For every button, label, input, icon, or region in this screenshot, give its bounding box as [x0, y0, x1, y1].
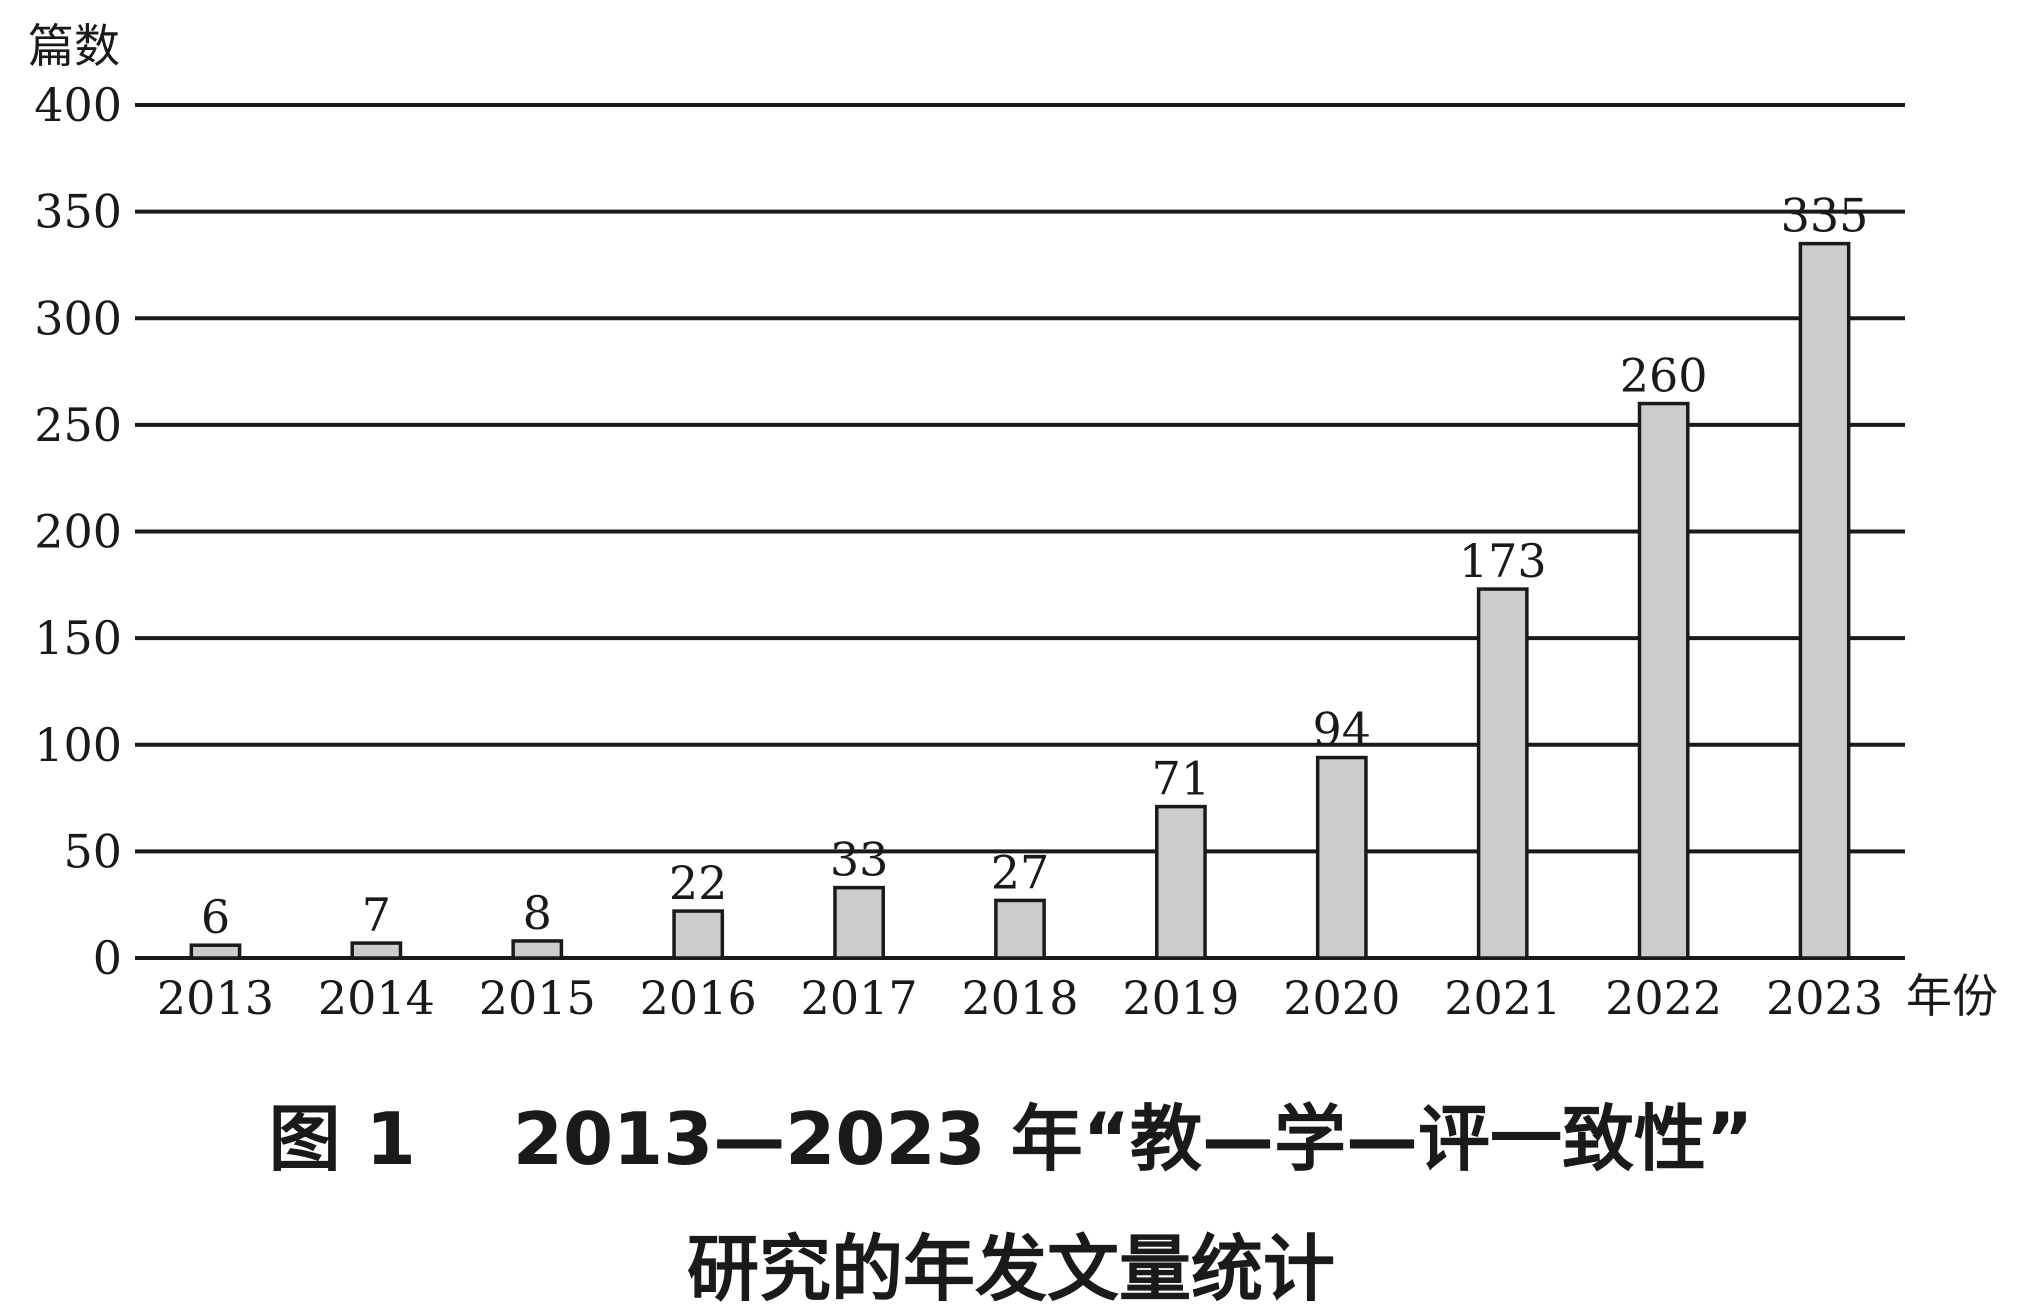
- bar: [994, 898, 1046, 960]
- bars: [189, 241, 1851, 960]
- y-tick-label: 400: [34, 78, 122, 132]
- y-tick-label: 50: [63, 824, 122, 878]
- x-tick-label: 2023: [1766, 971, 1883, 1025]
- y-tick-labels: 0 50 100 150 200 250 300 350 400: [34, 78, 122, 985]
- x-tick-label: 2021: [1444, 971, 1561, 1025]
- figure-caption-line-1: 图 1 2013—2023 年“教—学—评一致性”: [268, 1097, 1754, 1181]
- y-tick-label: 300: [34, 291, 122, 345]
- data-label: 7: [362, 888, 391, 942]
- data-label: 71: [1152, 752, 1211, 806]
- gridlines: [135, 103, 1905, 960]
- bar-chart: 6 7 8 22 33 27 71 94 173 260 335 0 50 100 150 200 250 30…: [28, 19, 1998, 1025]
- x-tick-label: 2018: [961, 971, 1078, 1025]
- data-label: 27: [991, 845, 1050, 899]
- data-label: 8: [523, 886, 552, 940]
- x-tick-label: 2020: [1283, 971, 1400, 1025]
- x-axis-label: 年份: [1906, 969, 1998, 1023]
- x-tick-label: 2017: [801, 971, 918, 1025]
- bar: [189, 943, 242, 960]
- y-tick-label: 250: [34, 398, 122, 452]
- data-label: 335: [1781, 189, 1869, 243]
- x-tick-label: 2014: [318, 971, 435, 1025]
- y-tick-label: 200: [34, 505, 122, 559]
- data-labels: 6 7 8 22 33 27 71 94 173 260 335: [201, 189, 1869, 945]
- y-tick-label: 350: [34, 185, 122, 239]
- x-tick-label: 2022: [1605, 971, 1722, 1025]
- y-axis-label: 篇数: [28, 19, 120, 73]
- y-tick-label: 150: [34, 611, 122, 665]
- bar: [1155, 804, 1207, 960]
- figure-caption-line-2: 研究的年发文量统计: [686, 1227, 1335, 1311]
- x-tick-label: 2013: [157, 971, 274, 1025]
- bar: [672, 909, 725, 960]
- y-tick-label: 100: [34, 718, 122, 772]
- bar: [1476, 587, 1529, 960]
- bar: [511, 939, 564, 960]
- y-tick-label: 0: [93, 931, 122, 985]
- bar: [350, 941, 403, 960]
- bar: [1798, 241, 1851, 960]
- bar: [1315, 755, 1368, 960]
- x-tick-labels: 2013 2014 2015 2016 2017 2018 2019 2020 2021 2022…: [157, 971, 1883, 1025]
- data-label: 260: [1620, 349, 1708, 403]
- x-tick-label: 2015: [479, 971, 596, 1025]
- data-label: 173: [1459, 534, 1547, 588]
- x-tick-label: 2016: [640, 971, 757, 1025]
- bar: [1637, 401, 1690, 960]
- data-label: 6: [201, 890, 230, 944]
- data-label: 22: [669, 856, 728, 910]
- data-label: 33: [830, 833, 889, 887]
- data-label: 94: [1313, 703, 1372, 757]
- x-tick-label: 2019: [1122, 971, 1239, 1025]
- bar: [833, 885, 885, 960]
